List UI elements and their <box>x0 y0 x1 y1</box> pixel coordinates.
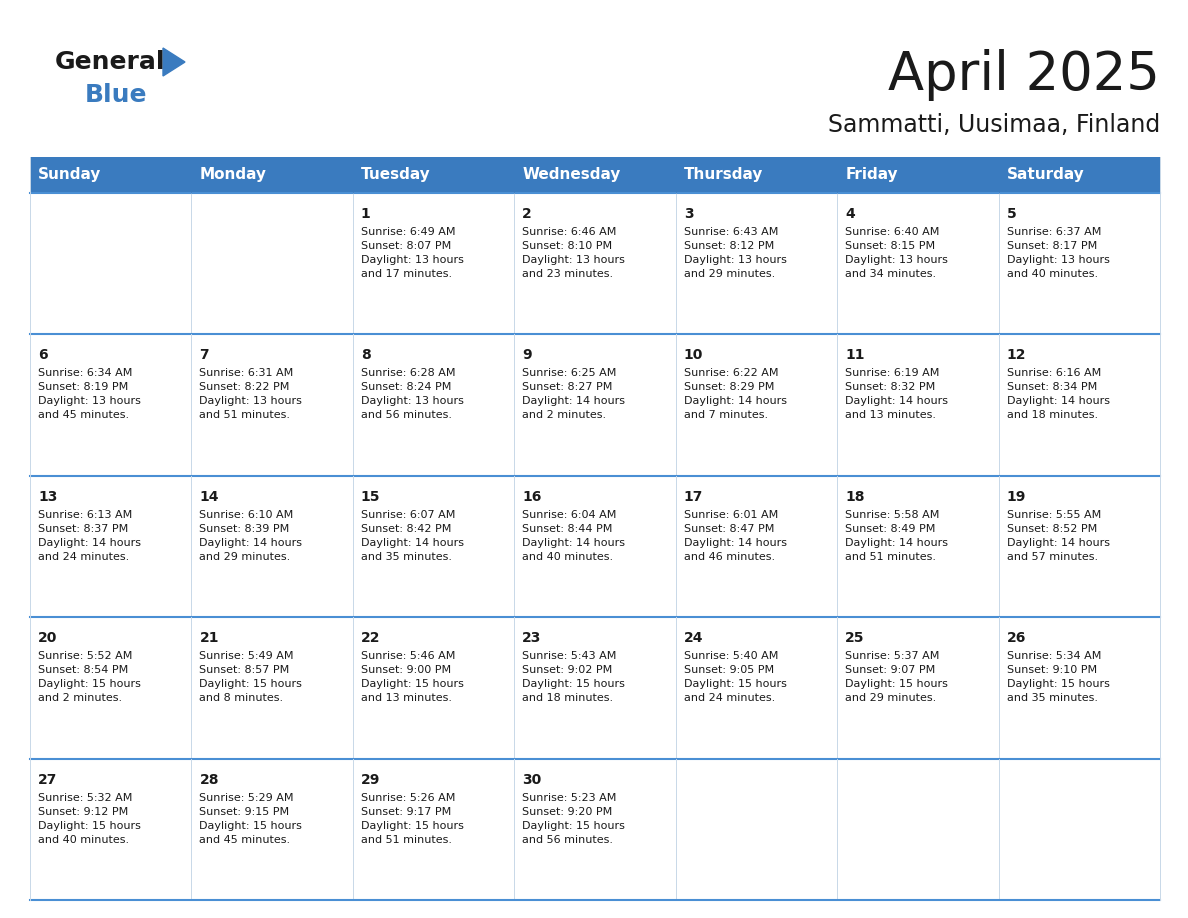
Text: 26: 26 <box>1006 632 1026 645</box>
Text: 29: 29 <box>361 773 380 787</box>
Text: 20: 20 <box>38 632 57 645</box>
Text: 25: 25 <box>845 632 865 645</box>
Text: 27: 27 <box>38 773 57 787</box>
Text: Sunrise: 6:31 AM
Sunset: 8:22 PM
Daylight: 13 hours
and 51 minutes.: Sunrise: 6:31 AM Sunset: 8:22 PM Dayligh… <box>200 368 302 420</box>
Text: Tuesday: Tuesday <box>361 167 430 183</box>
Text: 6: 6 <box>38 349 48 363</box>
Text: Sunrise: 5:46 AM
Sunset: 9:00 PM
Daylight: 15 hours
and 13 minutes.: Sunrise: 5:46 AM Sunset: 9:00 PM Dayligh… <box>361 651 463 703</box>
Text: Sunrise: 6:22 AM
Sunset: 8:29 PM
Daylight: 14 hours
and 7 minutes.: Sunrise: 6:22 AM Sunset: 8:29 PM Dayligh… <box>684 368 786 420</box>
Bar <box>30 157 1159 193</box>
Text: 9: 9 <box>523 349 532 363</box>
Text: 30: 30 <box>523 773 542 787</box>
Text: Sunrise: 6:40 AM
Sunset: 8:15 PM
Daylight: 13 hours
and 34 minutes.: Sunrise: 6:40 AM Sunset: 8:15 PM Dayligh… <box>845 227 948 279</box>
Text: 2: 2 <box>523 207 532 221</box>
Text: Sunrise: 5:34 AM
Sunset: 9:10 PM
Daylight: 15 hours
and 35 minutes.: Sunrise: 5:34 AM Sunset: 9:10 PM Dayligh… <box>1006 651 1110 703</box>
Text: 15: 15 <box>361 490 380 504</box>
Text: 22: 22 <box>361 632 380 645</box>
Text: 28: 28 <box>200 773 219 787</box>
Text: Sunrise: 6:04 AM
Sunset: 8:44 PM
Daylight: 14 hours
and 40 minutes.: Sunrise: 6:04 AM Sunset: 8:44 PM Dayligh… <box>523 509 625 562</box>
Text: 7: 7 <box>200 349 209 363</box>
Text: Sunrise: 6:10 AM
Sunset: 8:39 PM
Daylight: 14 hours
and 29 minutes.: Sunrise: 6:10 AM Sunset: 8:39 PM Dayligh… <box>200 509 303 562</box>
Polygon shape <box>163 48 185 76</box>
Text: 14: 14 <box>200 490 219 504</box>
Text: Friday: Friday <box>845 167 898 183</box>
Text: 24: 24 <box>684 632 703 645</box>
Text: 10: 10 <box>684 349 703 363</box>
Text: Wednesday: Wednesday <box>523 167 620 183</box>
Text: Sunrise: 5:26 AM
Sunset: 9:17 PM
Daylight: 15 hours
and 51 minutes.: Sunrise: 5:26 AM Sunset: 9:17 PM Dayligh… <box>361 792 463 845</box>
Text: 8: 8 <box>361 349 371 363</box>
Text: Sunrise: 6:28 AM
Sunset: 8:24 PM
Daylight: 13 hours
and 56 minutes.: Sunrise: 6:28 AM Sunset: 8:24 PM Dayligh… <box>361 368 463 420</box>
Text: Sunrise: 6:37 AM
Sunset: 8:17 PM
Daylight: 13 hours
and 40 minutes.: Sunrise: 6:37 AM Sunset: 8:17 PM Dayligh… <box>1006 227 1110 279</box>
Text: Sunrise: 6:49 AM
Sunset: 8:07 PM
Daylight: 13 hours
and 17 minutes.: Sunrise: 6:49 AM Sunset: 8:07 PM Dayligh… <box>361 227 463 279</box>
Text: Sunrise: 6:01 AM
Sunset: 8:47 PM
Daylight: 14 hours
and 46 minutes.: Sunrise: 6:01 AM Sunset: 8:47 PM Dayligh… <box>684 509 786 562</box>
Text: Sunrise: 6:43 AM
Sunset: 8:12 PM
Daylight: 13 hours
and 29 minutes.: Sunrise: 6:43 AM Sunset: 8:12 PM Dayligh… <box>684 227 786 279</box>
Text: Sunrise: 5:23 AM
Sunset: 9:20 PM
Daylight: 15 hours
and 56 minutes.: Sunrise: 5:23 AM Sunset: 9:20 PM Dayligh… <box>523 792 625 845</box>
Text: Sunday: Sunday <box>38 167 101 183</box>
Text: General: General <box>55 50 165 74</box>
Text: Sunrise: 5:29 AM
Sunset: 9:15 PM
Daylight: 15 hours
and 45 minutes.: Sunrise: 5:29 AM Sunset: 9:15 PM Dayligh… <box>200 792 302 845</box>
Text: Sunrise: 6:34 AM
Sunset: 8:19 PM
Daylight: 13 hours
and 45 minutes.: Sunrise: 6:34 AM Sunset: 8:19 PM Dayligh… <box>38 368 141 420</box>
Text: Sunrise: 5:32 AM
Sunset: 9:12 PM
Daylight: 15 hours
and 40 minutes.: Sunrise: 5:32 AM Sunset: 9:12 PM Dayligh… <box>38 792 141 845</box>
Text: 12: 12 <box>1006 349 1026 363</box>
Text: Blue: Blue <box>86 83 147 107</box>
Text: Sunrise: 6:13 AM
Sunset: 8:37 PM
Daylight: 14 hours
and 24 minutes.: Sunrise: 6:13 AM Sunset: 8:37 PM Dayligh… <box>38 509 141 562</box>
Text: Saturday: Saturday <box>1006 167 1085 183</box>
Text: 4: 4 <box>845 207 855 221</box>
Text: 23: 23 <box>523 632 542 645</box>
Text: 11: 11 <box>845 349 865 363</box>
Text: 13: 13 <box>38 490 57 504</box>
Text: Sunrise: 5:40 AM
Sunset: 9:05 PM
Daylight: 15 hours
and 24 minutes.: Sunrise: 5:40 AM Sunset: 9:05 PM Dayligh… <box>684 651 786 703</box>
Text: 19: 19 <box>1006 490 1026 504</box>
Text: 5: 5 <box>1006 207 1016 221</box>
Text: Sunrise: 6:19 AM
Sunset: 8:32 PM
Daylight: 14 hours
and 13 minutes.: Sunrise: 6:19 AM Sunset: 8:32 PM Dayligh… <box>845 368 948 420</box>
Text: Sunrise: 6:46 AM
Sunset: 8:10 PM
Daylight: 13 hours
and 23 minutes.: Sunrise: 6:46 AM Sunset: 8:10 PM Dayligh… <box>523 227 625 279</box>
Text: Monday: Monday <box>200 167 266 183</box>
Text: Sunrise: 5:49 AM
Sunset: 8:57 PM
Daylight: 15 hours
and 8 minutes.: Sunrise: 5:49 AM Sunset: 8:57 PM Dayligh… <box>200 651 302 703</box>
Text: 3: 3 <box>684 207 694 221</box>
Text: Sunrise: 6:25 AM
Sunset: 8:27 PM
Daylight: 14 hours
and 2 minutes.: Sunrise: 6:25 AM Sunset: 8:27 PM Dayligh… <box>523 368 625 420</box>
Text: 1: 1 <box>361 207 371 221</box>
Text: Sunrise: 5:55 AM
Sunset: 8:52 PM
Daylight: 14 hours
and 57 minutes.: Sunrise: 5:55 AM Sunset: 8:52 PM Dayligh… <box>1006 509 1110 562</box>
Text: Sunrise: 6:16 AM
Sunset: 8:34 PM
Daylight: 14 hours
and 18 minutes.: Sunrise: 6:16 AM Sunset: 8:34 PM Dayligh… <box>1006 368 1110 420</box>
Text: Sunrise: 5:52 AM
Sunset: 8:54 PM
Daylight: 15 hours
and 2 minutes.: Sunrise: 5:52 AM Sunset: 8:54 PM Dayligh… <box>38 651 141 703</box>
Text: April 2025: April 2025 <box>889 49 1159 101</box>
Text: Sammatti, Uusimaa, Finland: Sammatti, Uusimaa, Finland <box>828 113 1159 137</box>
Text: 21: 21 <box>200 632 219 645</box>
Text: 16: 16 <box>523 490 542 504</box>
Text: 17: 17 <box>684 490 703 504</box>
Text: Sunrise: 5:43 AM
Sunset: 9:02 PM
Daylight: 15 hours
and 18 minutes.: Sunrise: 5:43 AM Sunset: 9:02 PM Dayligh… <box>523 651 625 703</box>
Text: Sunrise: 5:58 AM
Sunset: 8:49 PM
Daylight: 14 hours
and 51 minutes.: Sunrise: 5:58 AM Sunset: 8:49 PM Dayligh… <box>845 509 948 562</box>
Text: Sunrise: 6:07 AM
Sunset: 8:42 PM
Daylight: 14 hours
and 35 minutes.: Sunrise: 6:07 AM Sunset: 8:42 PM Dayligh… <box>361 509 463 562</box>
Text: Sunrise: 5:37 AM
Sunset: 9:07 PM
Daylight: 15 hours
and 29 minutes.: Sunrise: 5:37 AM Sunset: 9:07 PM Dayligh… <box>845 651 948 703</box>
Text: Thursday: Thursday <box>684 167 763 183</box>
Text: 18: 18 <box>845 490 865 504</box>
